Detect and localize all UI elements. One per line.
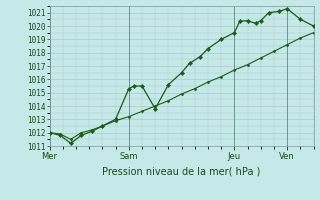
X-axis label: Pression niveau de la mer( hPa ): Pression niveau de la mer( hPa )	[102, 166, 261, 176]
